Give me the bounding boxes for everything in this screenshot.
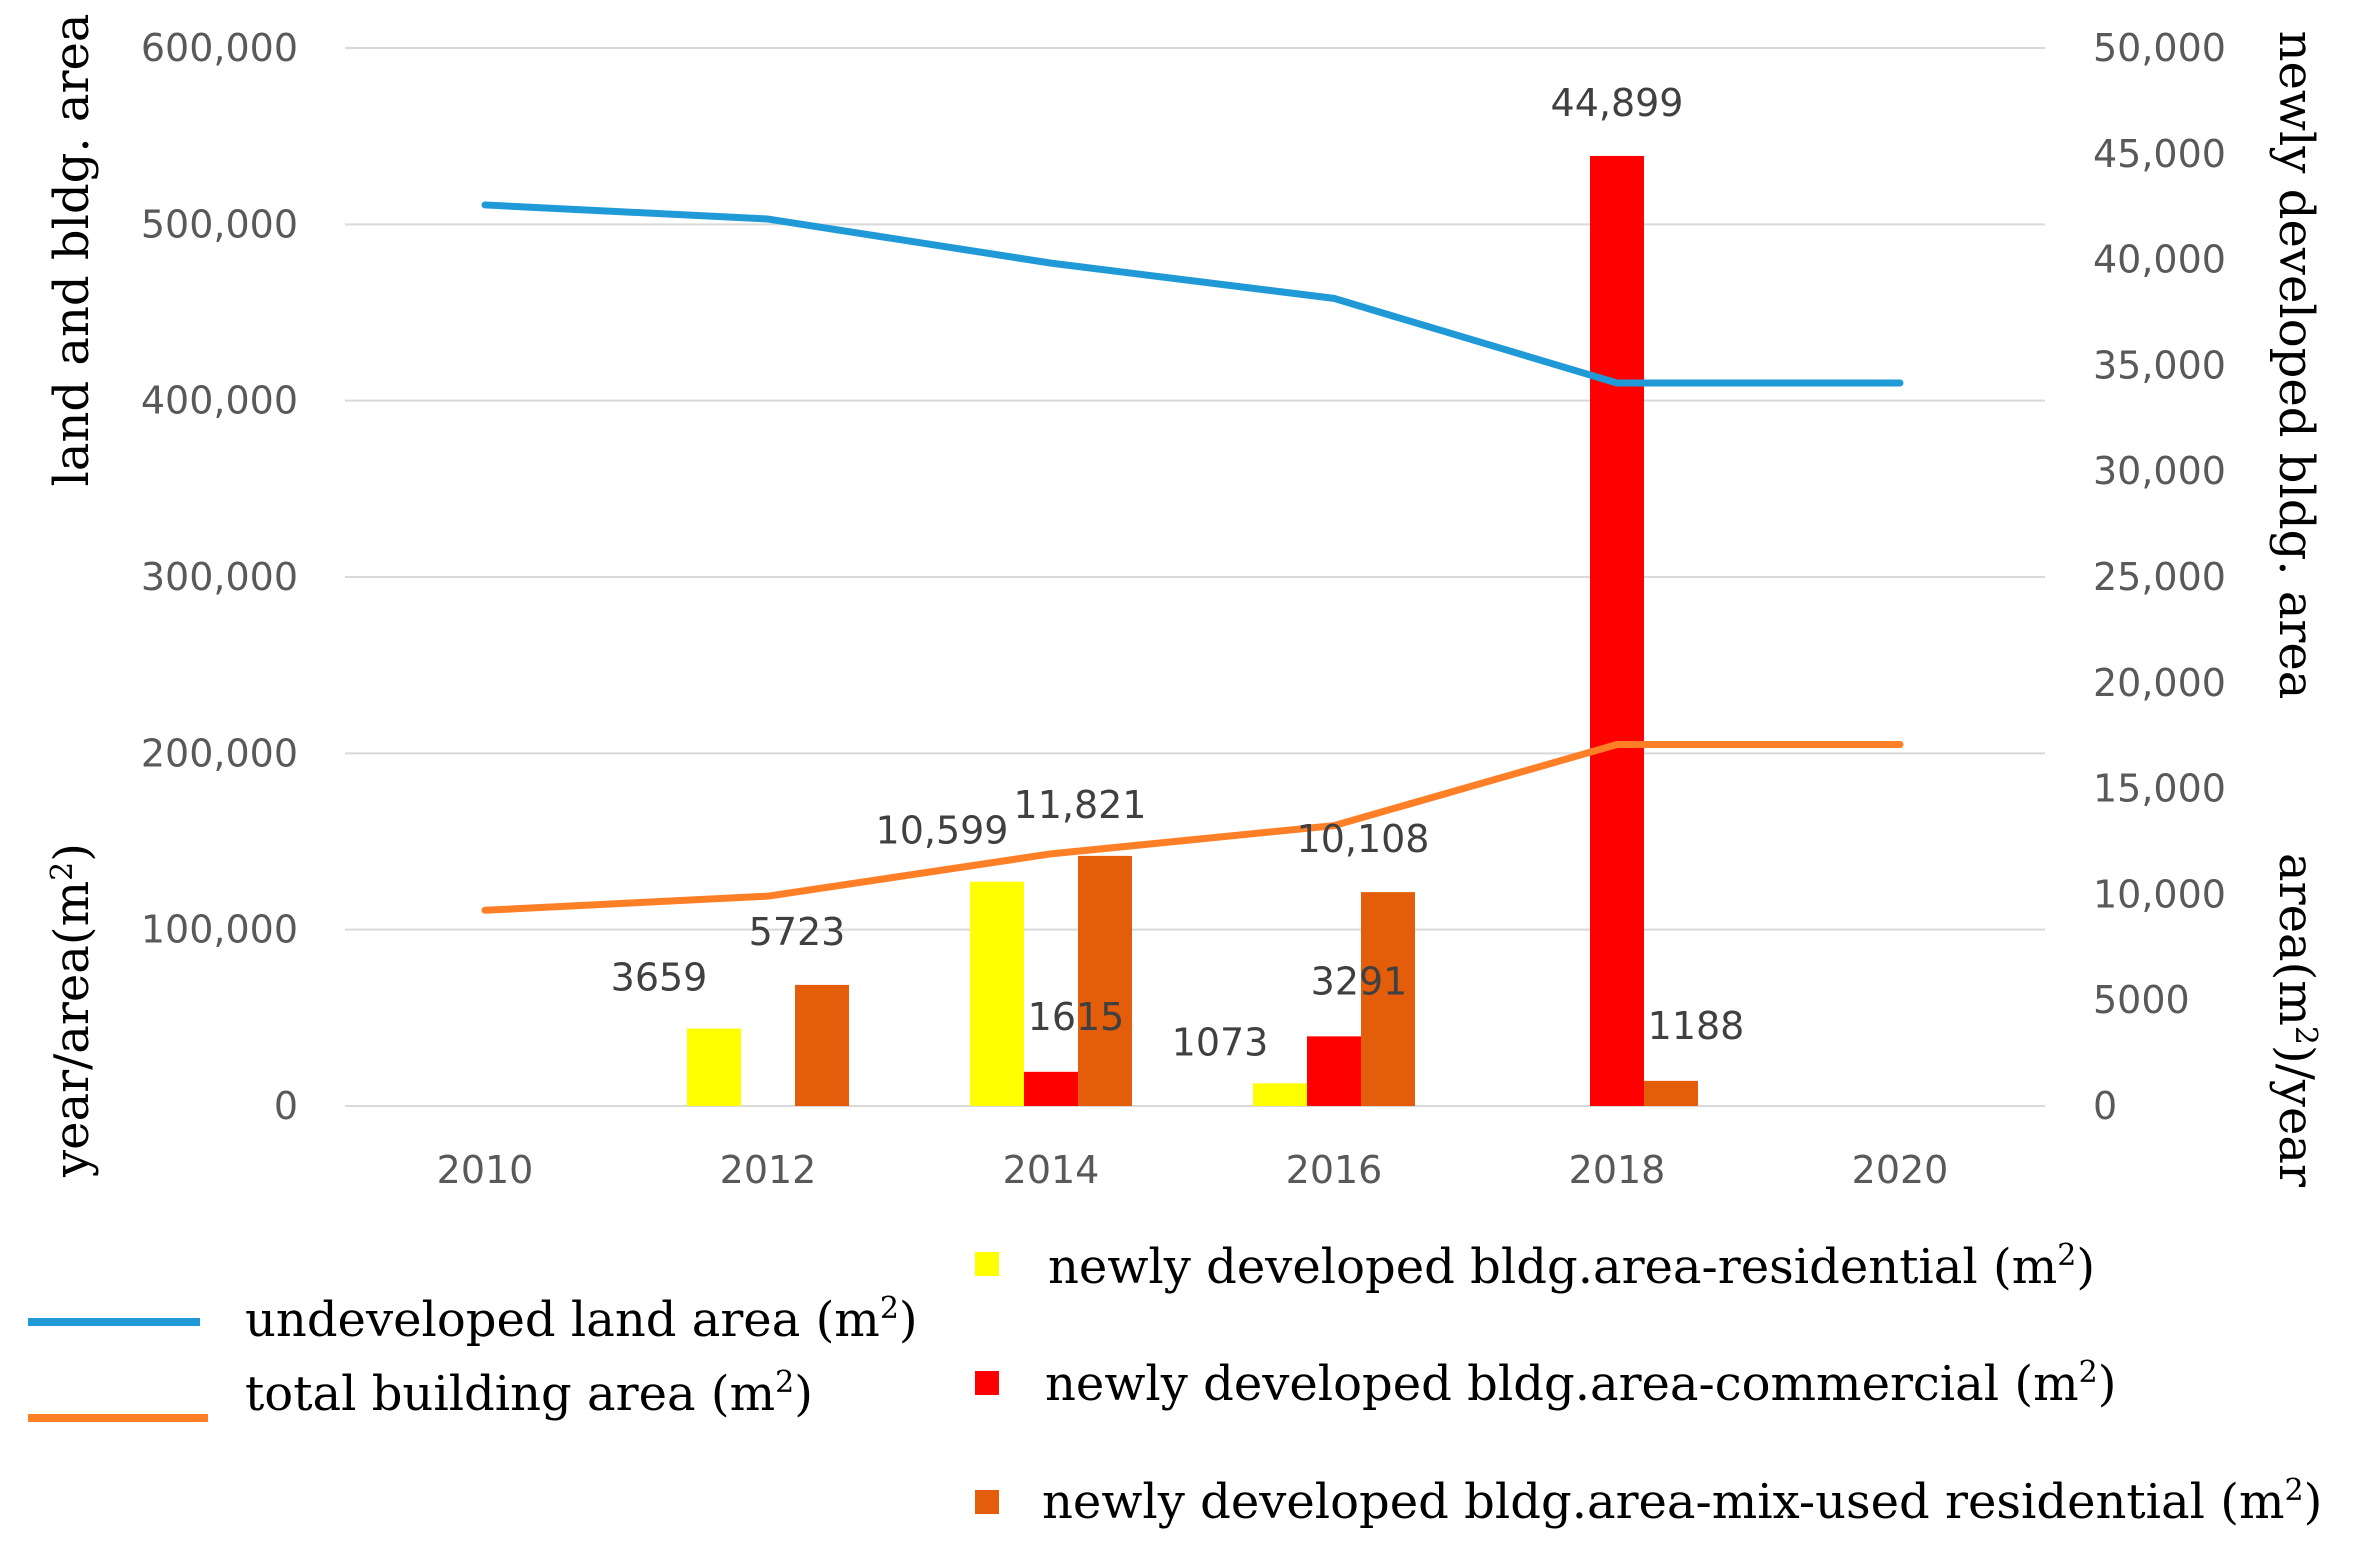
- left-axis-subtitle-sup: 2: [45, 862, 80, 881]
- legend-label-commercial-text: newly developed bldg.area-commercial (m: [1045, 1356, 2079, 1412]
- bar: [795, 984, 849, 1106]
- bar: [687, 1028, 741, 1106]
- left-tick-label: 600,000: [141, 26, 298, 70]
- right-tick-label: 5000: [2093, 978, 2190, 1022]
- legend-label-residential-sup: 2: [2057, 1238, 2076, 1273]
- series-line: [481, 201, 1904, 387]
- legend-label-commercial-end: ): [2098, 1356, 2117, 1412]
- legend-swatch-residential: [975, 1252, 999, 1276]
- bar-data-label: 11,821: [1014, 783, 1147, 827]
- legend-label-mixed: newly developed bldg.area-mix-used resid…: [1042, 1473, 2322, 1530]
- legend-label-total-sup: 2: [775, 1365, 794, 1400]
- bar: [970, 881, 1024, 1106]
- legend-label-total: total building area (m2): [245, 1365, 813, 1422]
- right-axis-title: newly developed bldg. area: [2268, 31, 2324, 700]
- right-tick-label: 20,000: [2093, 661, 2226, 705]
- left-tick-label: 500,000: [141, 202, 298, 246]
- bar-data-label: 3291: [1311, 959, 1408, 1003]
- legend-label-total-text: total building area (m: [245, 1366, 775, 1422]
- legend-label-undeveloped-sup: 2: [880, 1291, 899, 1326]
- series-line: [481, 741, 1904, 914]
- bar: [1361, 892, 1415, 1106]
- legend-label-undeveloped: undeveloped land area (m2): [245, 1291, 918, 1348]
- x-axis-ticks: 2010 2012 2014 2016 2018 2020: [437, 1148, 1949, 1192]
- line-group: [481, 201, 1904, 914]
- right-tick-label: 40,000: [2093, 238, 2226, 282]
- legend-label-residential-end: ): [2076, 1239, 2095, 1295]
- bar-data-label: 44,899: [1551, 81, 1684, 125]
- left-tick-label: 200,000: [141, 731, 298, 775]
- bar: [1253, 1083, 1307, 1106]
- bar: [1590, 155, 1644, 1107]
- legend-label-residential-text: newly developed bldg.area-residential (m: [1048, 1239, 2057, 1295]
- bar-data-label: 1188: [1648, 1004, 1745, 1048]
- bar: [1024, 1071, 1078, 1106]
- legend-label-mixed-text: newly developed bldg.area-mix-used resid…: [1042, 1474, 2285, 1530]
- left-tick-label: 100,000: [141, 908, 298, 952]
- x-tick-label: 2010: [437, 1148, 534, 1192]
- left-tick-label: 300,000: [141, 555, 298, 599]
- legend: undeveloped land area (m2) total buildin…: [28, 1238, 2322, 1530]
- x-tick-label: 2020: [1852, 1148, 1949, 1192]
- right-tick-label: 25,000: [2093, 555, 2226, 599]
- left-tick-label: 400,000: [141, 379, 298, 423]
- left-axis-subtitle-end: ): [44, 843, 100, 862]
- legend-label-undeveloped-end: ): [899, 1292, 918, 1348]
- bar-data-label: 5723: [749, 910, 846, 954]
- left-axis-subtitle-text: year/area(m: [44, 881, 100, 1178]
- legend-label-commercial: newly developed bldg.area-commercial (m2…: [1045, 1355, 2116, 1412]
- bar-data-label: 10,108: [1297, 817, 1430, 861]
- legend-swatch-commercial: [975, 1371, 999, 1395]
- legend-label-total-end: ): [794, 1366, 813, 1422]
- right-axis-ticks: 0 5000 10,000 15,000 20,000 25,000 30,000 35,00…: [2093, 26, 2226, 1128]
- bar: [1078, 855, 1132, 1106]
- right-tick-label: 30,000: [2093, 449, 2226, 493]
- bar-data-label: 1073: [1172, 1020, 1269, 1064]
- left-axis-subtitle: year/area(m2): [44, 843, 100, 1178]
- x-tick-label: 2012: [720, 1148, 817, 1192]
- right-tick-label: 35,000: [2093, 343, 2226, 387]
- left-axis-title: land and bldg. area: [44, 13, 100, 486]
- x-tick-label: 2014: [1003, 1148, 1100, 1192]
- x-tick-label: 2018: [1569, 1148, 1666, 1192]
- legend-label-mixed-end: ): [2304, 1474, 2323, 1530]
- bar: [1307, 1036, 1361, 1106]
- right-tick-label: 15,000: [2093, 767, 2226, 811]
- data-labels: 3659 10,599 1073 1615 3291 44,899 5723 11,821 10…: [611, 81, 1745, 1064]
- legend-label-commercial-sup: 2: [2079, 1355, 2098, 1390]
- bar-data-label: 3659: [611, 956, 708, 1000]
- legend-label-residential: newly developed bldg.area-residential (m…: [1048, 1238, 2095, 1295]
- right-axis-subtitle-text: area(m: [2268, 853, 2324, 1026]
- legend-swatch-mixed: [975, 1490, 999, 1514]
- gridlines: [345, 47, 2045, 1107]
- right-axis-subtitle: area(m2)/year: [2268, 853, 2324, 1187]
- right-tick-label: 45,000: [2093, 132, 2226, 176]
- right-tick-label: 0: [2093, 1084, 2117, 1128]
- right-tick-label: 10,000: [2093, 872, 2226, 916]
- bar: [1644, 1080, 1698, 1106]
- right-tick-label: 50,000: [2093, 26, 2226, 70]
- bar-group: [687, 155, 1698, 1107]
- x-tick-label: 2016: [1286, 1148, 1383, 1192]
- right-axis-subtitle-sup: 2: [2288, 1026, 2323, 1045]
- bar-data-label: 1615: [1028, 995, 1125, 1039]
- left-tick-label: 0: [274, 1084, 298, 1128]
- right-axis-subtitle-end: )/year: [2268, 1045, 2324, 1187]
- bar-data-label: 10,599: [876, 809, 1009, 853]
- left-axis-ticks: 0 100,000 200,000 300,000 400,000 500,000 600,…: [141, 26, 298, 1128]
- legend-label-mixed-sup: 2: [2285, 1473, 2304, 1508]
- legend-label-undeveloped-text: undeveloped land area (m: [245, 1292, 880, 1348]
